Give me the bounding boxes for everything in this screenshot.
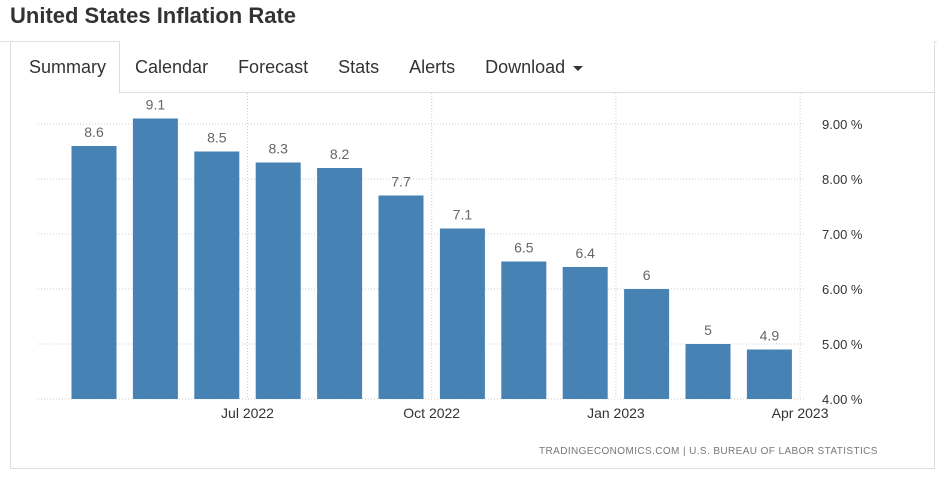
caret-down-icon <box>573 65 584 71</box>
bar <box>439 228 485 399</box>
bar <box>317 168 363 399</box>
bar-value-label: 5 <box>704 322 712 338</box>
tab-stats-label: Stats <box>338 56 380 77</box>
bar-value-label: 8.6 <box>84 124 104 140</box>
x-tick-label: Jul 2022 <box>221 405 274 421</box>
tab-alerts-label: Alerts <box>409 56 456 77</box>
x-tick-label: Apr 2023 <box>772 405 829 421</box>
tab-summary[interactable]: Summary <box>10 41 121 94</box>
bar-value-label: 8.3 <box>268 141 288 157</box>
tab-forecast-label: Forecast <box>238 56 309 77</box>
bar <box>562 267 608 399</box>
chart-source: TRADINGECONOMICS.COM | U.S. BUREAU OF LA… <box>539 446 878 457</box>
bar-value-label: 4.9 <box>760 328 780 344</box>
x-tick-label: Jan 2023 <box>587 405 645 421</box>
tab-forecast[interactable]: Forecast <box>223 41 323 93</box>
bar <box>378 195 424 399</box>
page-title: United States Inflation Rate <box>10 3 297 28</box>
bar <box>501 261 547 399</box>
bar <box>624 289 670 399</box>
tab-stats[interactable]: Stats <box>323 41 394 93</box>
bar-value-label: 7.1 <box>453 207 473 223</box>
bar-value-label: 8.2 <box>330 146 350 162</box>
y-tick-label: 8.00 % <box>822 172 863 187</box>
tab-bar: Summary Calendar Forecast Stats Alerts D… <box>10 41 935 94</box>
y-tick-label: 7.00 % <box>822 227 863 242</box>
bar <box>71 146 117 399</box>
tab-download-label: Download <box>485 56 566 77</box>
bar-value-label: 7.7 <box>391 174 411 190</box>
tab-calendar[interactable]: Calendar <box>120 41 223 93</box>
bar <box>746 349 792 399</box>
y-tick-label: 6.00 % <box>822 282 863 297</box>
bar-value-label: 6.5 <box>514 240 534 256</box>
bar-value-label: 6.4 <box>575 245 595 261</box>
x-tick-label: Oct 2022 <box>403 405 460 421</box>
bar <box>132 118 178 399</box>
tab-summary-label: Summary <box>29 57 107 77</box>
bar-value-label: 8.5 <box>207 130 227 146</box>
tab-download[interactable]: Download <box>470 41 598 93</box>
y-tick-label: 9.00 % <box>822 117 863 132</box>
bar <box>194 151 240 399</box>
bar <box>685 344 731 399</box>
bar <box>255 162 301 399</box>
bar-value-label: 9.1 <box>146 97 166 113</box>
tab-calendar-label: Calendar <box>135 56 209 77</box>
y-tick-label: 4.00 % <box>822 392 863 407</box>
y-tick-label: 5.00 % <box>822 337 863 352</box>
tab-alerts[interactable]: Alerts <box>394 41 470 93</box>
bar-value-label: 6 <box>643 267 651 283</box>
